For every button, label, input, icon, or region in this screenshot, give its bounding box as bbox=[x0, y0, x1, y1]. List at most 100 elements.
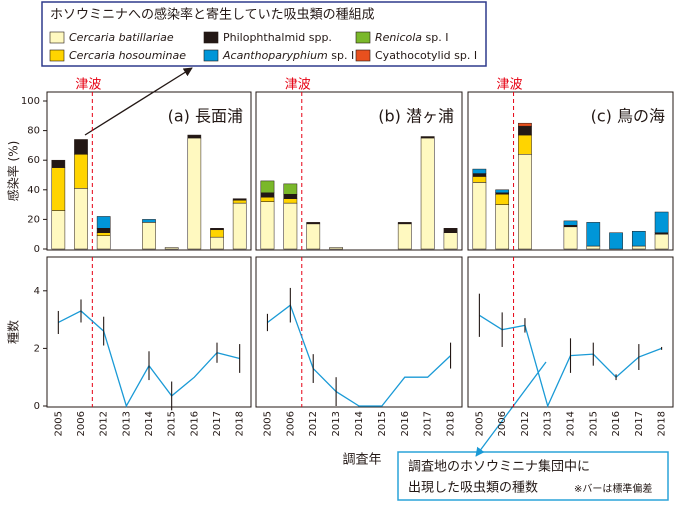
y-tick-label: 100 bbox=[21, 96, 40, 107]
legend-label: Acanthoparyphium sp. I bbox=[222, 49, 354, 62]
y-tick-label: 80 bbox=[27, 126, 40, 137]
panel-frame bbox=[467, 91, 674, 251]
bar-segment bbox=[495, 193, 510, 205]
y-tick-label: 4 bbox=[34, 286, 40, 297]
bar-segment bbox=[586, 245, 601, 250]
legend-box bbox=[41, 1, 487, 67]
bar-segment bbox=[329, 247, 343, 250]
x-tick-label: 2006 bbox=[285, 411, 296, 436]
legend-label: Cyathocotylid sp. I bbox=[375, 49, 477, 62]
bar-segment bbox=[518, 154, 532, 250]
bar-segment bbox=[306, 223, 321, 250]
bar-segment bbox=[51, 210, 66, 250]
legend-label: Philophthalmid spp. bbox=[223, 31, 332, 44]
bar-segment bbox=[232, 198, 247, 201]
bar-segment bbox=[51, 167, 66, 211]
bar-segment bbox=[96, 228, 111, 233]
bar-segment bbox=[283, 183, 298, 195]
x-tick-label: 2005 bbox=[53, 411, 64, 436]
bar-segment bbox=[397, 223, 412, 250]
bar-segment bbox=[495, 204, 510, 250]
x-tick-label: 2012 bbox=[99, 411, 110, 436]
x-tick-label: 2015 bbox=[377, 411, 388, 436]
bar-segment bbox=[631, 230, 646, 247]
bar-segment bbox=[495, 189, 510, 194]
legend-swatch bbox=[203, 31, 219, 44]
bar-segment bbox=[74, 188, 88, 250]
x-tick-label: 2006 bbox=[76, 411, 87, 436]
x-tick-label: 2012 bbox=[520, 411, 531, 436]
x-tick-label: 2005 bbox=[262, 411, 273, 436]
bar-segment bbox=[232, 202, 247, 250]
legend-arrow bbox=[84, 67, 193, 136]
bar-segment bbox=[563, 220, 578, 226]
bar-segment bbox=[96, 216, 111, 229]
bar-segment bbox=[563, 226, 578, 250]
bar-segment bbox=[654, 233, 669, 250]
bar-segment bbox=[654, 211, 669, 233]
bar-segment bbox=[187, 134, 202, 139]
tsunami-label: 津波 bbox=[75, 78, 101, 93]
legend-label: Cercaria hosouminae bbox=[69, 49, 186, 62]
bar-segment bbox=[586, 222, 601, 247]
bar-segment bbox=[472, 168, 487, 174]
legend-swatch bbox=[49, 31, 65, 44]
tsunami-label: 津波 bbox=[497, 78, 523, 93]
x-tick-label: 2005 bbox=[474, 411, 485, 436]
bar-segment bbox=[283, 202, 298, 250]
x-tick-label: 2013 bbox=[543, 411, 554, 436]
bar-segment bbox=[306, 222, 321, 225]
bar-segment bbox=[210, 236, 224, 250]
bar-segment bbox=[518, 122, 532, 127]
x-tick-label: 2017 bbox=[423, 411, 434, 436]
x-tick-label: 2012 bbox=[308, 411, 319, 436]
bar-segment bbox=[420, 137, 435, 250]
panel-title: (c) 鳥の海 bbox=[591, 107, 665, 126]
callout-line: 調査地のホソウミニナ集団中に bbox=[408, 459, 590, 475]
bar-segment bbox=[96, 232, 111, 236]
bar-segment bbox=[164, 247, 179, 250]
y-tick-label: 2 bbox=[34, 343, 40, 354]
x-tick-label: 2017 bbox=[212, 411, 223, 436]
bar-segment bbox=[232, 199, 247, 204]
x-tick-label: 2016 bbox=[189, 411, 200, 436]
bar-segment bbox=[210, 228, 224, 231]
bar-segment bbox=[74, 139, 88, 155]
series-line bbox=[267, 304, 452, 407]
bar-segment bbox=[260, 196, 275, 202]
x-tick-label: 2013 bbox=[121, 411, 132, 436]
y-tick-label: 20 bbox=[27, 214, 40, 225]
callout-box bbox=[397, 451, 669, 501]
y-tick-label: 0 bbox=[34, 244, 40, 255]
panel-frame bbox=[46, 91, 252, 251]
panel-frame bbox=[467, 256, 674, 408]
callout-note: ※バーは標準偏差 bbox=[574, 482, 652, 495]
bar-segment bbox=[420, 136, 435, 139]
panel-title: (b) 潜ヶ浦 bbox=[378, 107, 454, 126]
y-axis-label: 感染率 (%) bbox=[6, 141, 21, 202]
bar-segment bbox=[518, 125, 532, 136]
bar-segment bbox=[283, 193, 298, 199]
x-tick-label: 2014 bbox=[566, 411, 577, 436]
bar-segment bbox=[187, 137, 202, 250]
panel-frame bbox=[255, 91, 463, 251]
x-tick-label: 2015 bbox=[588, 411, 599, 436]
bar-segment bbox=[518, 134, 532, 155]
x-tick-label: 2014 bbox=[354, 411, 365, 436]
y-axis-label: 種数 bbox=[6, 320, 21, 344]
bar-segment bbox=[397, 222, 412, 225]
bar-segment bbox=[260, 180, 275, 194]
legend-swatch bbox=[49, 49, 65, 62]
x-tick-label: 2018 bbox=[657, 411, 668, 436]
bar-segment bbox=[443, 228, 458, 233]
bar-segment bbox=[260, 201, 275, 250]
bar-segment bbox=[260, 192, 275, 198]
bar-segment bbox=[472, 182, 487, 250]
bar-segment bbox=[74, 154, 88, 189]
x-tick-label: 2016 bbox=[400, 411, 411, 436]
x-tick-label: 2013 bbox=[331, 411, 342, 436]
legend-title: ホソウミニナへの感染率と寄生していた吸虫類の種組成 bbox=[50, 7, 375, 23]
bar-segment bbox=[472, 176, 487, 183]
x-tick-label: 2016 bbox=[611, 411, 622, 436]
